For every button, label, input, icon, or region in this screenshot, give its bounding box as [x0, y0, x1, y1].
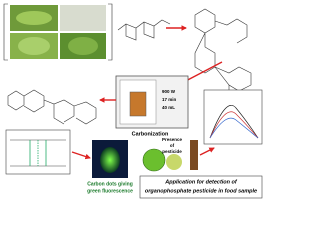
carbon-dot-structure: [7, 89, 97, 125]
arrow: [199, 147, 215, 156]
microwave: 900 W 17 min 40 mL Carbonization: [115, 75, 189, 137]
application-box: Application for detection of organophosp…: [139, 175, 263, 199]
microwave-setting: 40 mL: [162, 105, 175, 110]
application-text: organophosphate pesticide in food sample: [145, 188, 257, 194]
energy-diagram: [5, 129, 71, 175]
fluorescent-vial: Carbon dots giving green fluorescence: [87, 140, 133, 194]
arrow: [71, 151, 91, 160]
microwave-setting: 900 W: [162, 89, 176, 94]
cellulose-structure: [117, 19, 171, 41]
caption: green fluorescence: [87, 188, 133, 194]
process-label: Carbonization: [132, 131, 169, 137]
pesticide-sample: Presence of pesticide: [142, 137, 198, 172]
pesticide-label: Presence: [162, 137, 183, 142]
microwave-setting: 17 min: [162, 97, 177, 102]
pesticide-label: pesticide: [162, 149, 182, 154]
page: 900 W 17 min 40 mL Carbonization Carbon …: [3, 3, 263, 199]
plant-photos: [3, 3, 113, 61]
product-structure: [194, 8, 252, 106]
application-text: Application for detection of: [164, 179, 238, 185]
pesticide-label: of: [170, 143, 175, 148]
spectrum-plot: [203, 89, 263, 145]
caption: Carbon dots giving: [87, 181, 133, 187]
graphical-abstract: 900 W 17 min 40 mL Carbonization Carbon …: [3, 3, 263, 199]
